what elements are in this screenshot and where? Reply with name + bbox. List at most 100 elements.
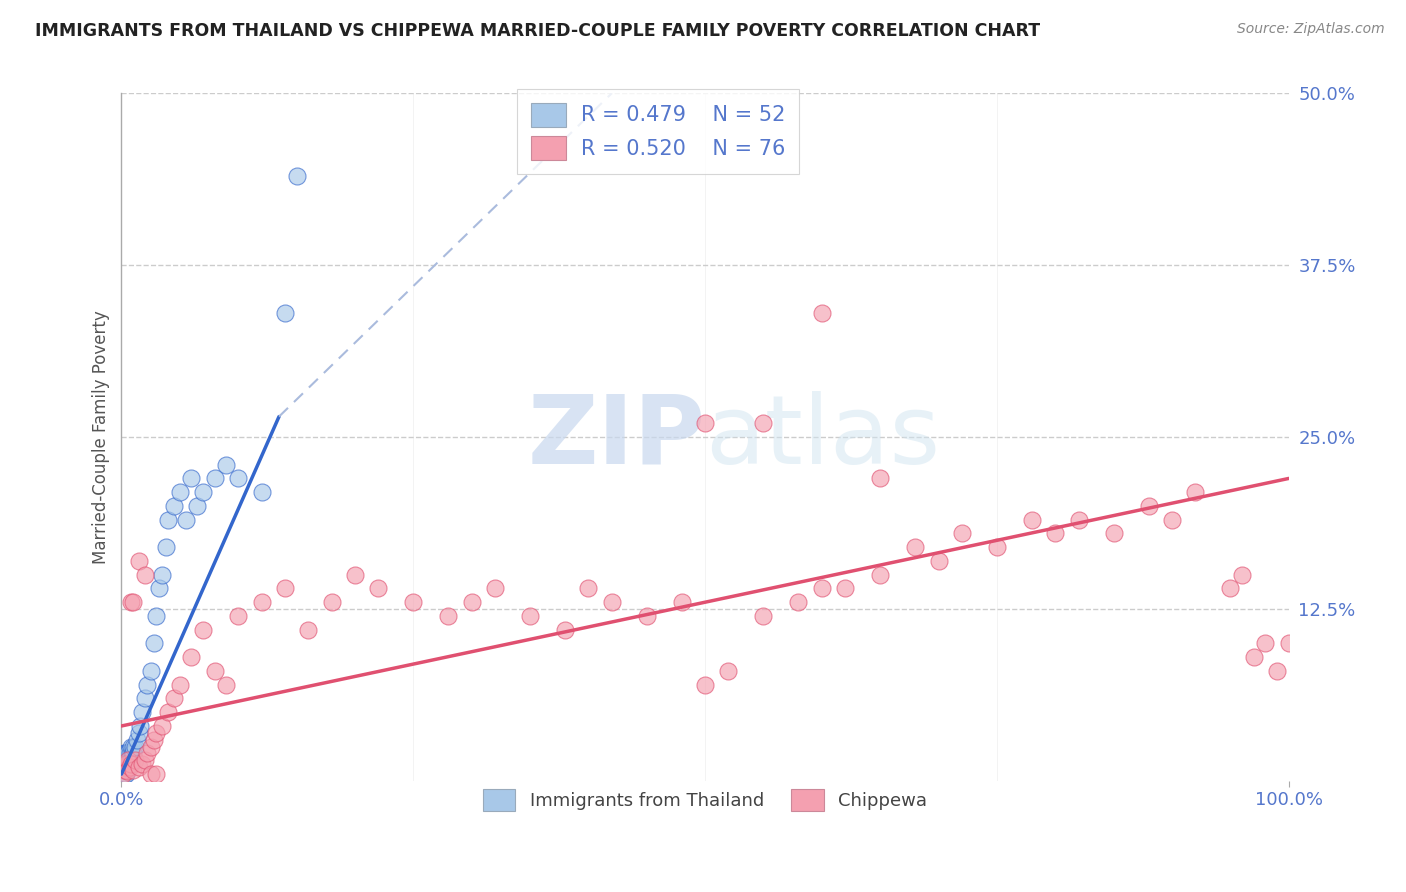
Point [174, 513, 197, 527]
Point [180, 650, 202, 665]
Point [904, 540, 927, 554]
Point [1278, 636, 1301, 650]
Point [118, 760, 141, 774]
Point [834, 582, 856, 596]
Point [134, 753, 156, 767]
Point [250, 485, 273, 500]
Point [297, 623, 319, 637]
Point [519, 609, 541, 624]
Point [1137, 499, 1160, 513]
Point [1254, 636, 1277, 650]
Point [169, 678, 191, 692]
Point [274, 306, 297, 320]
Point [117, 747, 139, 761]
Point [112, 753, 135, 767]
Point [118, 753, 141, 767]
Point [180, 471, 202, 485]
Point [117, 760, 139, 774]
Point [484, 582, 506, 596]
Point [752, 609, 775, 624]
Point [155, 540, 177, 554]
Point [117, 764, 139, 779]
Point [145, 609, 167, 624]
Point [1161, 513, 1184, 527]
Point [125, 732, 148, 747]
Point [136, 678, 159, 692]
Point [215, 458, 238, 472]
Y-axis label: Married-Couple Family Poverty: Married-Couple Family Poverty [93, 310, 110, 564]
Point [114, 767, 136, 781]
Point [717, 664, 740, 678]
Point [117, 747, 139, 761]
Point [576, 582, 599, 596]
Point [122, 595, 145, 609]
Point [1021, 513, 1043, 527]
Point [124, 739, 146, 754]
Point [143, 636, 166, 650]
Point [1230, 567, 1253, 582]
Point [402, 595, 425, 609]
Point [128, 760, 150, 774]
Point [150, 719, 173, 733]
Point [117, 753, 139, 767]
Point [114, 747, 136, 761]
Point [115, 747, 138, 761]
Point [129, 719, 152, 733]
Point [986, 540, 1008, 554]
Point [120, 595, 142, 609]
Point [136, 747, 159, 761]
Point [250, 595, 273, 609]
Point [112, 760, 135, 774]
Point [186, 499, 208, 513]
Point [117, 760, 139, 774]
Point [752, 417, 775, 431]
Legend: Immigrants from Thailand, Chippewa: Immigrants from Thailand, Chippewa [471, 776, 939, 823]
Point [128, 554, 150, 568]
Point [1045, 526, 1067, 541]
Point [950, 526, 973, 541]
Point [811, 582, 834, 596]
Point [121, 747, 143, 761]
Point [128, 726, 150, 740]
Point [134, 691, 156, 706]
Point [111, 767, 134, 781]
Point [118, 747, 141, 761]
Point [122, 763, 145, 777]
Point [114, 760, 136, 774]
Point [787, 595, 810, 609]
Point [131, 757, 153, 772]
Point [111, 767, 134, 781]
Point [115, 767, 138, 781]
Point [115, 757, 138, 772]
Point [204, 471, 226, 485]
Point [143, 732, 166, 747]
Point [120, 739, 142, 754]
Point [1184, 485, 1206, 500]
Point [215, 678, 238, 692]
Point [811, 306, 834, 320]
Point [122, 739, 145, 754]
Point [124, 753, 146, 767]
Text: IMMIGRANTS FROM THAILAND VS CHIPPEWA MARRIED-COUPLE FAMILY POVERTY CORRELATION C: IMMIGRANTS FROM THAILAND VS CHIPPEWA MAR… [35, 22, 1040, 40]
Point [157, 513, 180, 527]
Point [367, 582, 389, 596]
Point [1067, 513, 1090, 527]
Point [636, 609, 658, 624]
Point [600, 595, 623, 609]
Point [204, 664, 226, 678]
Point [1102, 526, 1125, 541]
Point [169, 485, 191, 500]
Point [191, 485, 214, 500]
Point [554, 623, 576, 637]
Point [120, 753, 142, 767]
Point [139, 767, 162, 781]
Point [1219, 582, 1241, 596]
Point [112, 760, 135, 774]
Point [131, 705, 153, 719]
Point [321, 595, 343, 609]
Point [145, 767, 167, 781]
Point [671, 595, 693, 609]
Point [115, 760, 138, 774]
Point [274, 582, 297, 596]
Point [120, 757, 142, 772]
